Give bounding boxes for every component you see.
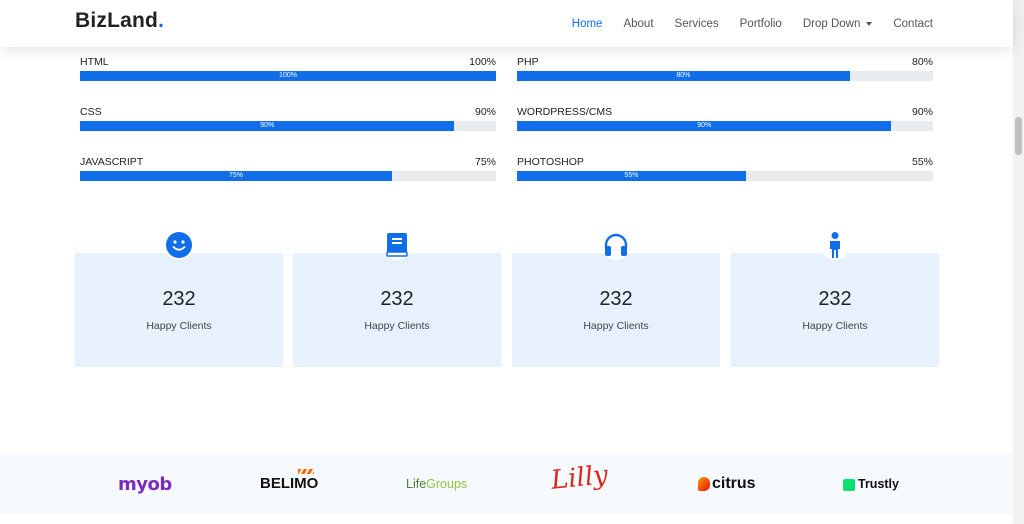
progress-bar: 100%	[80, 71, 496, 81]
skill-wordpress: WORDPRESS/CMS 90% 90%	[517, 106, 933, 131]
skill-name: JAVASCRIPT	[80, 156, 144, 168]
skill-name: CSS	[80, 106, 102, 118]
clients-section: myob BELIMO Life Groups Lilly citrus Trus…	[0, 453, 1013, 514]
lifegroups-life: Life	[406, 477, 427, 491]
client-logo-myob[interactable]: myob	[118, 471, 172, 497]
belimo-logo: BELIMO	[260, 469, 319, 493]
citrus-mark-icon	[698, 477, 710, 491]
scrollbar-thumb[interactable]	[1015, 117, 1022, 155]
logo-dot: .	[158, 9, 165, 32]
skill-value: 80%	[911, 56, 933, 68]
progress-track: 55%	[517, 171, 933, 181]
skill-name: HTML	[80, 56, 109, 68]
count-label: Happy Clients	[364, 320, 430, 332]
main-nav: Home About Services Portfolio Drop Down …	[551, 0, 933, 47]
myob-logo: myob	[118, 473, 172, 495]
skill-value: 90%	[911, 106, 933, 118]
progress-bar: 55%	[517, 171, 746, 181]
count-number: 232	[380, 288, 414, 310]
progress-track: 75%	[80, 171, 496, 181]
progress-bar: 90%	[80, 121, 455, 131]
count-label: Happy Clients	[146, 320, 212, 332]
progress-bar: 75%	[80, 171, 392, 181]
nav-dropdown[interactable]: Drop Down	[803, 18, 873, 30]
belimo-mark-icon	[298, 469, 314, 474]
skill-photoshop: PHOTOSHOP 55% 55%	[517, 156, 933, 181]
client-logo-lifegroups[interactable]: Life Groups	[406, 471, 467, 497]
count-number: 232	[162, 288, 196, 310]
trustly-text: Trustly	[858, 477, 899, 491]
count-label: Happy Clients	[583, 320, 649, 332]
nav-services[interactable]: Services	[674, 17, 719, 30]
skill-javascript: JAVASCRIPT 75% 75%	[80, 156, 496, 181]
page-scrollbar[interactable]	[1013, 0, 1024, 524]
progress-track: 100%	[80, 71, 496, 81]
skill-value: 90%	[474, 106, 496, 118]
lilly-logo: Lilly	[549, 460, 610, 496]
nav-home[interactable]: Home	[571, 17, 603, 30]
lifegroups-groups: Groups	[426, 477, 468, 491]
skill-value: 55%	[911, 156, 933, 168]
logo-text: BizLand	[75, 9, 159, 32]
client-logo-trustly[interactable]: Trustly	[843, 471, 899, 497]
skill-php: PHP 80% 80%	[517, 56, 933, 81]
smile-icon	[164, 230, 194, 260]
skill-name: PHP	[517, 56, 539, 68]
client-logo-belimo[interactable]: BELIMO	[260, 469, 319, 497]
skill-value: 75%	[474, 156, 496, 168]
progress-track: 80%	[517, 71, 933, 81]
skill-html: HTML 100% 100%	[80, 56, 496, 81]
count-card: 232 Happy Clients	[75, 253, 283, 367]
skill-css: CSS 90% 90%	[80, 106, 496, 131]
book-icon	[382, 230, 412, 260]
count-number: 232	[599, 288, 633, 310]
caret-down-icon	[866, 21, 873, 26]
nav-portfolio[interactable]: Portfolio	[739, 17, 782, 30]
count-label: Happy Clients	[802, 320, 868, 332]
progress-bar: 90%	[517, 121, 892, 131]
citrus-text: citrus	[712, 475, 756, 492]
person-icon	[820, 230, 850, 260]
skill-value: 100%	[469, 56, 496, 68]
count-card: 232 Happy Clients	[512, 253, 720, 367]
nav-contact[interactable]: Contact	[893, 17, 933, 30]
headphones-icon	[601, 230, 631, 260]
skill-name: WORDPRESS/CMS	[517, 106, 613, 118]
skill-name: PHOTOSHOP	[517, 156, 584, 168]
site-header: BizLand. Home About Services Portfolio D…	[0, 0, 1013, 47]
logo[interactable]: BizLand.	[75, 9, 164, 33]
progress-track: 90%	[80, 121, 496, 131]
count-number: 232	[818, 288, 852, 310]
client-logo-citrus[interactable]: citrus	[698, 471, 756, 497]
belimo-text: BELIMO	[260, 475, 319, 492]
client-logo-lilly[interactable]: Lilly	[550, 460, 610, 496]
trustly-lock-icon	[843, 479, 855, 491]
progress-bar: 80%	[517, 71, 850, 81]
count-card: 232 Happy Clients	[293, 253, 501, 367]
nav-about[interactable]: About	[623, 17, 654, 30]
progress-track: 90%	[517, 121, 933, 131]
nav-dropdown-label: Drop Down	[802, 17, 861, 30]
count-card: 232 Happy Clients	[731, 253, 939, 367]
